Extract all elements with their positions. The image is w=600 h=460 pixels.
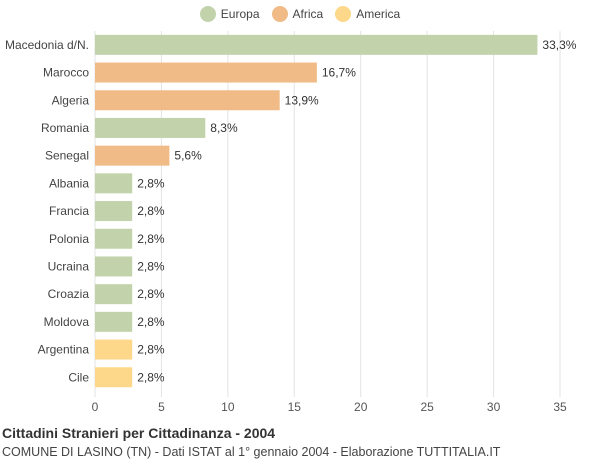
- legend-label: Europa: [220, 7, 260, 21]
- value-label: 2,8%: [137, 204, 165, 218]
- value-label: 13,9%: [285, 93, 319, 107]
- legend-swatch: [199, 6, 216, 22]
- value-label: 2,8%: [137, 370, 165, 384]
- legend-label: Africa: [292, 7, 324, 21]
- value-label: 2,8%: [137, 315, 165, 329]
- bar-chart: 0 5 10 15 20 25 30 35 Macedonia d/N. 33,3% Marocco…: [5, 31, 577, 414]
- bar-algeria: [95, 90, 280, 111]
- category-label: Albania: [49, 176, 89, 190]
- value-label: 8,3%: [210, 121, 238, 135]
- bar-romania: [95, 117, 206, 138]
- bar-macedonia-d-n: [95, 34, 538, 55]
- category-label: Croazia: [48, 287, 90, 301]
- bar-albania: [95, 173, 133, 194]
- x-tick-label: 5: [158, 400, 165, 414]
- legend-item-europa: Europa: [199, 6, 260, 22]
- value-label: 33,3%: [542, 38, 576, 52]
- category-label: Cile: [68, 370, 89, 384]
- x-tick-label: 35: [553, 400, 567, 414]
- x-tick-label: 10: [221, 400, 235, 414]
- bar-ucraina: [95, 256, 133, 277]
- bar-argentina: [95, 339, 133, 360]
- category-label: Polonia: [49, 232, 89, 246]
- category-label: Macedonia d/N.: [5, 38, 89, 52]
- value-label: 2,8%: [137, 259, 165, 273]
- category-label: Moldova: [44, 315, 90, 329]
- category-label: Romania: [41, 121, 89, 135]
- value-label: 2,8%: [137, 232, 165, 246]
- category-label: Ucraina: [48, 259, 90, 273]
- category-label: Argentina: [38, 343, 90, 357]
- value-label: 2,8%: [137, 343, 165, 357]
- legend-item-america: America: [335, 6, 400, 22]
- category-label: Algeria: [52, 93, 90, 107]
- x-tick-label: 0: [92, 400, 99, 414]
- bar-senegal: [95, 145, 170, 166]
- legend-label: America: [356, 7, 401, 21]
- bar-francia: [95, 201, 133, 222]
- x-tick-label: 30: [487, 400, 501, 414]
- legend-swatch: [271, 6, 288, 22]
- bar-croazia: [95, 284, 133, 305]
- category-label: Marocco: [43, 66, 89, 80]
- bar-moldova: [95, 311, 133, 332]
- bar-marocco: [95, 62, 317, 83]
- chart-legend: Europa Africa America: [0, 6, 600, 22]
- category-label: Senegal: [45, 149, 89, 163]
- value-label: 2,8%: [137, 176, 165, 190]
- x-tick-label: 25: [420, 400, 434, 414]
- legend-swatch: [335, 6, 352, 22]
- value-label: 2,8%: [137, 287, 165, 301]
- legend-item-africa: Africa: [271, 6, 324, 22]
- value-label: 5,6%: [174, 149, 202, 163]
- chart-title: Cittadini Stranieri per Cittadinanza - 2…: [2, 425, 276, 441]
- bar-cile: [95, 367, 133, 388]
- chart-subtitle: COMUNE DI LASINO (TN) - Dati ISTAT al 1°…: [2, 445, 501, 459]
- bar-polonia: [95, 228, 133, 249]
- x-tick-label: 20: [354, 400, 368, 414]
- value-label: 16,7%: [322, 66, 356, 80]
- x-tick-label: 15: [288, 400, 302, 414]
- category-label: Francia: [49, 204, 89, 218]
